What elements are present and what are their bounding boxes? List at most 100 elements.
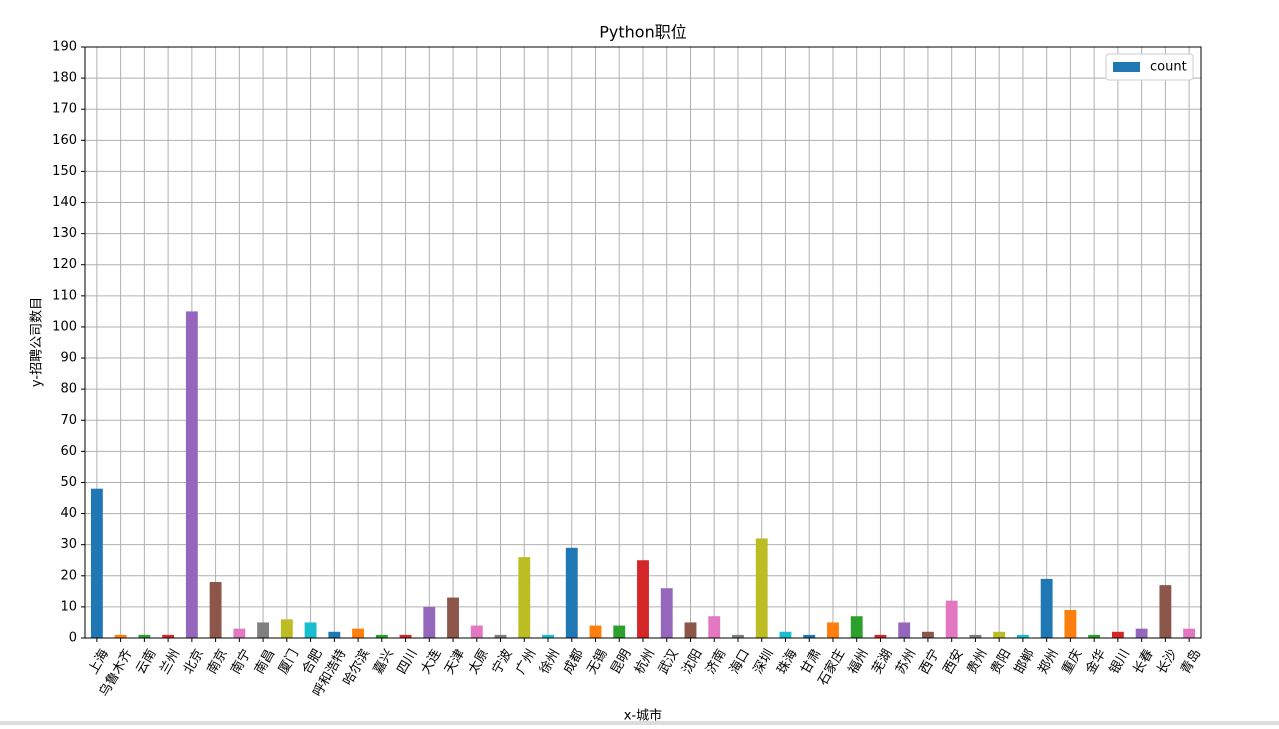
y-tick-label: 190 (52, 40, 77, 55)
bar (969, 634, 982, 638)
bar (945, 600, 958, 638)
x-tick-label: 沈阳 (680, 647, 706, 677)
y-tick-label: 10 (60, 599, 77, 614)
bar (779, 631, 792, 638)
x-tick-label: 西安 (941, 647, 967, 677)
bar (589, 625, 602, 638)
y-tick-label: 70 (60, 413, 77, 428)
legend-label: count (1150, 60, 1187, 75)
x-tick-label: 北京 (181, 647, 207, 677)
bar (542, 634, 554, 638)
y-tick-label: 0 (69, 631, 77, 646)
legend-box (1105, 53, 1194, 81)
bar (399, 634, 412, 638)
bar (328, 631, 341, 638)
y-tick-label: 120 (52, 257, 77, 272)
x-tick-label: 四川 (395, 647, 421, 677)
bar (90, 488, 103, 638)
x-tick-label: 贵州 (965, 647, 991, 677)
x-tick-label: 海口 (727, 647, 753, 677)
bar (1040, 578, 1053, 638)
bar (660, 588, 673, 638)
bar (1183, 628, 1196, 638)
bar (138, 634, 151, 638)
bottom-bar (0, 721, 1279, 725)
x-tick-label: 徐州 (537, 647, 563, 677)
y-tick-label: 30 (60, 537, 77, 552)
bar (209, 582, 222, 638)
x-tick-label: 重庆 (1059, 646, 1086, 677)
y-tick-label: 100 (52, 319, 77, 334)
x-tick-label: 芜湖 (870, 647, 896, 677)
bar (447, 597, 459, 638)
y-axis-label: y-招聘公司数目 (30, 297, 45, 387)
x-tick-label: 太原 (466, 647, 492, 677)
bar (1135, 628, 1148, 638)
x-tick-label: 南昌 (251, 646, 278, 677)
bar (708, 616, 721, 638)
x-tick-label: 武汉 (656, 647, 682, 677)
x-tick-label: 银川 (1107, 647, 1133, 677)
chart-title: Python职位 (599, 23, 686, 42)
x-tick-label: 珠海 (775, 647, 801, 677)
bar (518, 557, 531, 638)
y-tick-label: 170 (52, 102, 77, 117)
x-tick-label: 济南 (702, 646, 729, 677)
x-tick-label: 厦门 (276, 647, 302, 677)
x-tick-label: 南京 (204, 646, 231, 677)
y-tick-label: 110 (52, 288, 77, 303)
x-tick-label: 兰州 (157, 647, 183, 677)
x-tick-label: 长沙 (1154, 647, 1180, 677)
bar (613, 625, 626, 638)
x-tick-label: 郑州 (1036, 647, 1062, 677)
bar (755, 538, 768, 638)
y-tick-label: 160 (52, 133, 77, 148)
bar (162, 634, 175, 638)
x-tick-label: 嘉兴 (371, 647, 397, 677)
x-tick-label: 长春 (1131, 647, 1157, 677)
bar (304, 622, 317, 638)
x-tick-label: 宁波 (489, 646, 516, 677)
bar (850, 616, 863, 638)
bar (1064, 610, 1077, 638)
x-tick-label: 无锡 (585, 647, 611, 677)
bar (637, 560, 649, 638)
x-tick-label: 深圳 (751, 647, 777, 677)
y-tick-label: 20 (60, 568, 77, 583)
bar (993, 631, 1006, 638)
bar (803, 634, 816, 638)
bar (732, 634, 744, 638)
x-tick-label: 青岛 (1177, 646, 1204, 677)
x-tick-label: 南宁 (228, 646, 255, 677)
bar (827, 622, 839, 638)
bar (684, 622, 697, 638)
bar (874, 634, 887, 638)
y-tick-label: 80 (60, 382, 77, 397)
bar (233, 628, 246, 638)
legend-swatch (1113, 62, 1140, 72)
bar (1016, 634, 1029, 638)
plot-frame (84, 46, 1202, 639)
bar (1088, 634, 1101, 638)
y-tick-label: 130 (52, 226, 77, 241)
x-tick-label: 金华 (1082, 646, 1109, 677)
x-tick-label: 邯郸 (1012, 647, 1038, 677)
x-tick-label: 福州 (846, 647, 872, 677)
bar (470, 625, 483, 638)
bar (352, 628, 364, 638)
y-tick-label: 140 (52, 195, 77, 210)
y-tick-label: 50 (60, 475, 77, 490)
bar (280, 619, 293, 638)
x-tick-label: 杭州 (632, 647, 658, 677)
y-tick-label: 180 (52, 71, 77, 86)
x-tick-label: 大连 (418, 646, 445, 677)
x-tick-label: 成都 (561, 647, 587, 677)
bar (494, 634, 507, 638)
x-tick-label: 天津 (442, 647, 468, 677)
y-tick-label: 40 (60, 506, 77, 521)
bar (922, 631, 934, 638)
bar (898, 622, 911, 638)
y-tick-label: 60 (60, 444, 77, 459)
bar (114, 634, 127, 638)
